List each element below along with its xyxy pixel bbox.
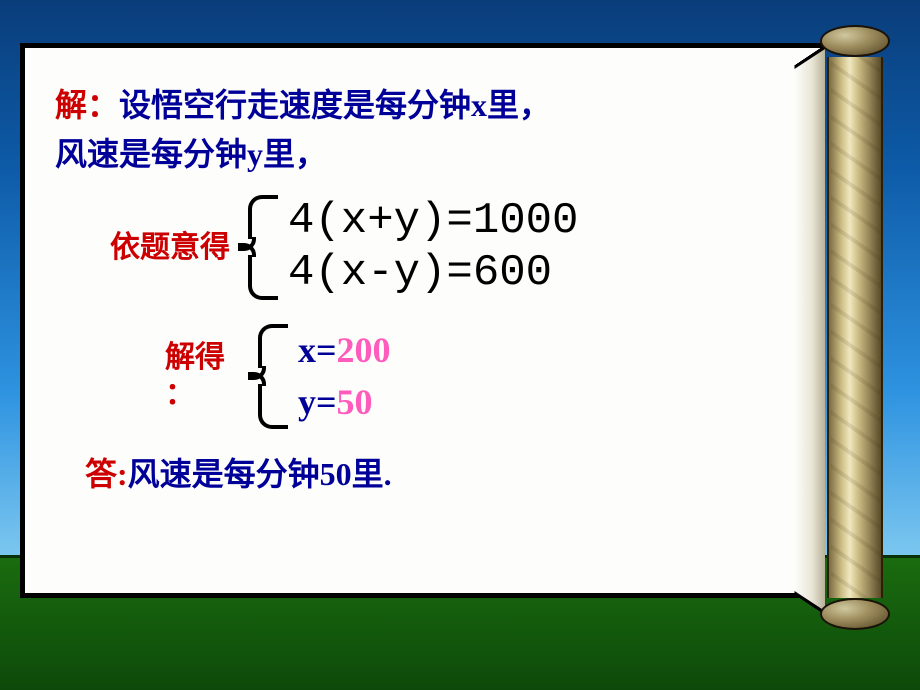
brace-icon <box>258 324 288 428</box>
setup-line-2: 风速是每分钟y里， <box>55 132 795 177</box>
equation-2: 4(x-y)=600 <box>288 247 578 300</box>
rod-knob-top <box>820 25 890 57</box>
equation-1: 4(x+y)=1000 <box>288 195 578 248</box>
scroll-container: 解：设悟空行走速度是每分钟x里， 风速是每分钟y里， 依题意得 4(x+y)=1… <box>20 25 900 615</box>
scroll-paper: 解：设悟空行走速度是每分钟x里， 风速是每分钟y里， 依题意得 4(x+y)=1… <box>20 43 825 598</box>
setup-body-1: 设悟空行走速度是每分钟x里， <box>119 87 551 123</box>
answer-prefix: 答: <box>85 456 128 492</box>
answer-text: 风速是每分钟50里. <box>128 456 392 492</box>
brace-icon <box>248 195 278 301</box>
answer-line: 答:风速是每分钟50里. <box>85 449 795 495</box>
setup-prefix: 解： <box>55 87 119 123</box>
rod-knob-bottom <box>820 598 890 630</box>
solution-values: x=200 y=50 <box>298 324 391 428</box>
system-label: 依题意得 <box>110 229 230 267</box>
equation-system: 4(x+y)=1000 4(x-y)=600 <box>288 195 578 301</box>
setup-body-2: 风速是每分钟y里， <box>55 136 327 172</box>
solution-row: 解得 ： x=200 y=50 <box>165 324 795 428</box>
setup-line-1: 解：设悟空行走速度是每分钟x里， <box>55 83 795 128</box>
solution-label: 解得 ： <box>165 339 240 414</box>
solution-y: y=50 <box>298 376 391 428</box>
equation-system-row: 依题意得 4(x+y)=1000 4(x-y)=600 <box>110 195 795 301</box>
rod-body <box>827 57 883 598</box>
scroll-rod <box>820 25 890 630</box>
solution-x: x=200 <box>298 324 391 376</box>
